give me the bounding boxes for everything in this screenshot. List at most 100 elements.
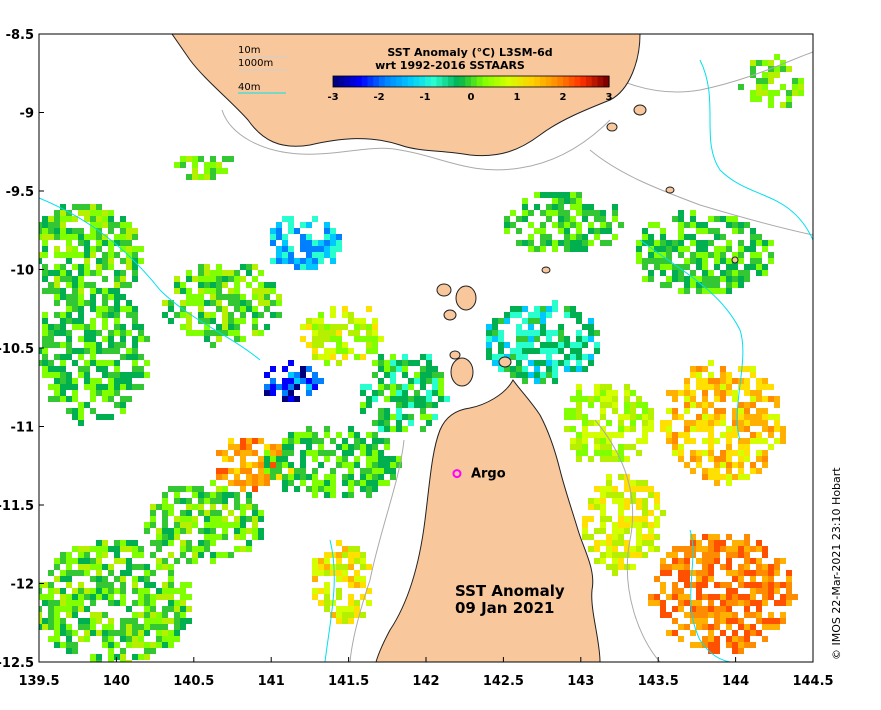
sst-pixel bbox=[360, 318, 366, 324]
sst-pixel bbox=[654, 258, 660, 264]
sst-pixel bbox=[702, 240, 708, 246]
sst-pixel bbox=[228, 270, 234, 276]
sst-pixel bbox=[654, 516, 660, 522]
sst-pixel bbox=[774, 600, 780, 606]
sst-pixel bbox=[174, 534, 180, 540]
sst-pixel bbox=[708, 438, 714, 444]
sst-pixel bbox=[264, 444, 270, 450]
sst-pixel bbox=[720, 600, 726, 606]
sst-pixel bbox=[342, 444, 348, 450]
sst-pixel bbox=[714, 456, 720, 462]
sst-pixel bbox=[60, 630, 66, 636]
sst-pixel bbox=[684, 426, 690, 432]
sst-pixel bbox=[198, 330, 204, 336]
colorbar-segment bbox=[522, 76, 530, 87]
sst-pixel bbox=[42, 624, 48, 630]
sst-pixel bbox=[96, 564, 102, 570]
colorbar-ticks: -3 -2 -1 0 1 2 3 bbox=[327, 92, 612, 103]
sst-pixel bbox=[132, 366, 138, 372]
sst-pixel bbox=[186, 582, 192, 588]
sst-pixel bbox=[522, 366, 528, 372]
sst-pixel bbox=[180, 486, 186, 492]
sst-pixel bbox=[162, 624, 168, 630]
sst-pixel bbox=[126, 222, 132, 228]
sst-pixel bbox=[108, 216, 114, 222]
sst-pixel bbox=[198, 546, 204, 552]
sst-pixel bbox=[744, 600, 750, 606]
sst-pixel bbox=[39, 360, 42, 366]
sst-pixel bbox=[84, 264, 90, 270]
colorbar-tick-label: 1 bbox=[514, 92, 521, 103]
sst-pixel bbox=[378, 336, 384, 342]
sst-pixel bbox=[432, 414, 438, 420]
sst-pixel bbox=[768, 618, 774, 624]
sst-pixel bbox=[738, 438, 744, 444]
sst-pixel bbox=[264, 474, 270, 480]
sst-pixel bbox=[372, 432, 378, 438]
sst-pixel bbox=[60, 558, 66, 564]
sst-pixel bbox=[786, 570, 792, 576]
sst-pixel bbox=[636, 246, 642, 252]
sst-pixel bbox=[312, 348, 318, 354]
sst-pixel bbox=[690, 642, 696, 648]
sst-pixel bbox=[720, 378, 726, 384]
sst-pixel bbox=[576, 222, 582, 228]
sst-pixel bbox=[210, 330, 216, 336]
sst-pixel bbox=[174, 588, 180, 594]
sst-pixel bbox=[690, 396, 696, 402]
sst-pixel bbox=[588, 360, 594, 366]
sst-pixel bbox=[690, 534, 696, 540]
sst-pixel bbox=[204, 330, 210, 336]
sst-pixel bbox=[576, 198, 582, 204]
sst-pixel bbox=[72, 648, 78, 654]
sst-pixel bbox=[744, 366, 750, 372]
sst-pixel bbox=[342, 306, 348, 312]
sst-pixel bbox=[390, 354, 396, 360]
sst-pixel bbox=[318, 342, 324, 348]
sst-pixel bbox=[54, 372, 60, 378]
sst-pixel bbox=[246, 468, 252, 474]
sst-pixel bbox=[642, 432, 648, 438]
sst-pixel bbox=[246, 462, 252, 468]
sst-pixel bbox=[732, 432, 738, 438]
sst-pixel bbox=[516, 342, 522, 348]
sst-pixel bbox=[60, 390, 66, 396]
sst-pixel bbox=[84, 636, 90, 642]
sst-pixel bbox=[702, 252, 708, 258]
sst-pixel bbox=[84, 216, 90, 222]
sst-pixel bbox=[588, 420, 594, 426]
sst-pixel bbox=[348, 576, 354, 582]
sst-pixel bbox=[90, 336, 96, 342]
sst-pixel bbox=[672, 558, 678, 564]
sst-pixel bbox=[60, 384, 66, 390]
sst-pixel bbox=[354, 576, 360, 582]
sst-pixel bbox=[366, 396, 372, 402]
sst-pixel bbox=[720, 384, 726, 390]
sst-pixel bbox=[348, 330, 354, 336]
sst-pixel bbox=[618, 456, 624, 462]
sst-pixel bbox=[114, 300, 120, 306]
sst-pixel bbox=[732, 252, 738, 258]
sst-pixel bbox=[636, 552, 642, 558]
sst-pixel bbox=[42, 354, 48, 360]
sst-pixel bbox=[630, 402, 636, 408]
sst-pixel bbox=[666, 432, 672, 438]
sst-pixel bbox=[180, 588, 186, 594]
sst-pixel bbox=[120, 222, 126, 228]
sst-pixel bbox=[228, 312, 234, 318]
sst-pixel bbox=[570, 192, 576, 198]
sst-pixel bbox=[378, 462, 384, 468]
sst-pixel bbox=[264, 282, 270, 288]
sst-pixel bbox=[66, 600, 72, 606]
sst-pixel bbox=[588, 318, 594, 324]
sst-pixel bbox=[300, 474, 306, 480]
sst-pixel bbox=[186, 594, 192, 600]
sst-pixel bbox=[96, 342, 102, 348]
sst-pixel bbox=[54, 576, 60, 582]
sst-pixel bbox=[90, 306, 96, 312]
sst-pixel bbox=[738, 228, 744, 234]
sst-pixel bbox=[576, 240, 582, 246]
sst-pixel bbox=[180, 612, 186, 618]
sst-pixel bbox=[120, 342, 126, 348]
sst-pixel bbox=[360, 450, 366, 456]
